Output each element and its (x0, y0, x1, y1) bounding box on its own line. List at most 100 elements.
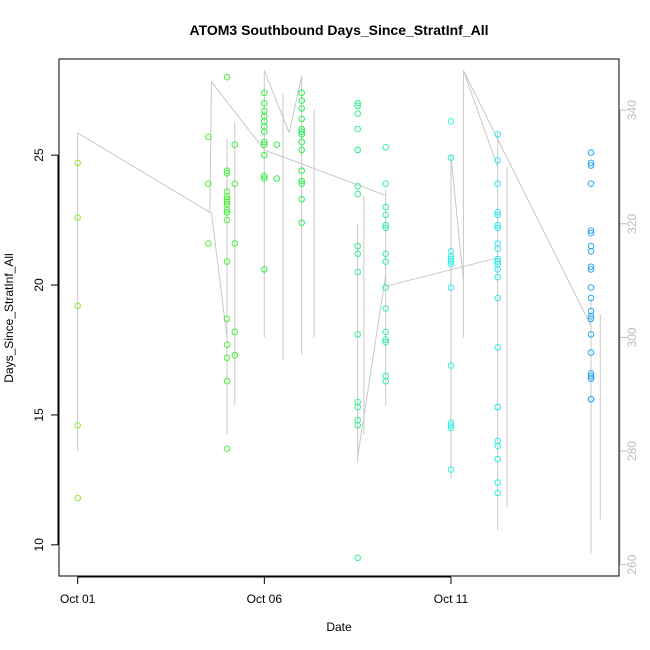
data-point (354, 125, 362, 133)
data-point (494, 224, 502, 232)
data-point (298, 180, 306, 187)
data-point (494, 273, 502, 281)
data-point (494, 442, 502, 450)
data-point (382, 211, 390, 219)
data-point (494, 479, 502, 486)
trace-segment (462, 70, 499, 168)
x-tick-label: Oct 11 (434, 592, 469, 606)
data-point (494, 489, 502, 497)
data-point (382, 258, 390, 265)
data-point (354, 102, 362, 110)
trace-segment (210, 212, 228, 338)
data-point (298, 89, 306, 97)
data-point (447, 466, 455, 473)
data-point (298, 115, 306, 123)
data-point (261, 172, 268, 180)
data-point (382, 284, 390, 291)
y2-tick-label: 300 (625, 327, 639, 347)
data-point (494, 403, 502, 411)
data-point (74, 214, 81, 221)
trace-segment (385, 257, 498, 287)
trace-segment (264, 149, 386, 196)
data-point (223, 73, 231, 81)
data-point (354, 403, 362, 411)
data-point (587, 229, 595, 237)
trace-segment (209, 81, 212, 213)
data-point (447, 248, 455, 255)
data-point (587, 149, 595, 156)
data-point (494, 344, 502, 351)
data-point (382, 328, 390, 336)
data-point (447, 424, 455, 432)
data-point (447, 258, 455, 265)
data-point (354, 331, 362, 338)
data-point (354, 183, 362, 190)
data-point (494, 258, 502, 265)
y-tick-label: 10 (32, 538, 46, 552)
data-point (587, 227, 595, 234)
data-point (447, 422, 455, 429)
data-point (205, 240, 212, 247)
data-point (205, 133, 212, 141)
data-point (261, 175, 268, 182)
data-point (587, 248, 595, 255)
data-point (382, 305, 390, 312)
data-point (587, 162, 595, 169)
y-axis-title: Days_Since_StratInf_All (2, 253, 16, 382)
data-point (223, 315, 231, 323)
data-point (447, 284, 455, 291)
data-point (494, 209, 502, 216)
data-point (382, 203, 390, 211)
data-point (298, 219, 306, 226)
data-point (587, 312, 595, 320)
data-point (587, 294, 595, 302)
data-point (354, 422, 362, 429)
y2-tick-label: 320 (625, 213, 639, 233)
data-point (223, 167, 231, 174)
data-point (354, 554, 362, 562)
data-point (261, 138, 268, 146)
data-point (447, 260, 455, 268)
plot-frame (58, 58, 620, 577)
data-point (447, 118, 455, 125)
x-axis-title: Date (326, 620, 352, 634)
data-point (382, 377, 390, 385)
data-point (494, 157, 502, 164)
data-point (223, 198, 231, 206)
data-point (382, 336, 390, 343)
data-point (354, 242, 362, 250)
data-point (382, 224, 390, 232)
data-point (231, 141, 239, 148)
y2-tick-label: 340 (625, 100, 639, 120)
trace-segment (211, 81, 265, 151)
data-point (223, 445, 231, 453)
data-point (354, 146, 362, 154)
data-point (382, 338, 390, 346)
data-point (298, 177, 306, 185)
data-point (587, 396, 595, 403)
data-point (298, 196, 306, 203)
y2-tick-label: 260 (625, 554, 639, 574)
data-point (74, 494, 81, 502)
y-tick-label: 15 (32, 408, 46, 422)
data-point (298, 138, 306, 146)
trace-segment (357, 274, 387, 457)
data-point (261, 128, 268, 135)
x-tick-label: Oct 01 (60, 592, 96, 606)
data-point (587, 372, 595, 380)
scatter-points-layer (74, 73, 595, 562)
data-point (354, 250, 362, 258)
y-tick-label: 20 (32, 278, 46, 292)
data-point (587, 375, 595, 382)
data-point (261, 266, 268, 273)
data-point (382, 144, 390, 151)
data-point (223, 206, 231, 213)
data-point (382, 250, 390, 258)
trace-segment (462, 70, 592, 327)
data-point (298, 131, 306, 138)
data-point (494, 180, 502, 187)
data-point (298, 167, 306, 174)
data-point (494, 211, 502, 219)
